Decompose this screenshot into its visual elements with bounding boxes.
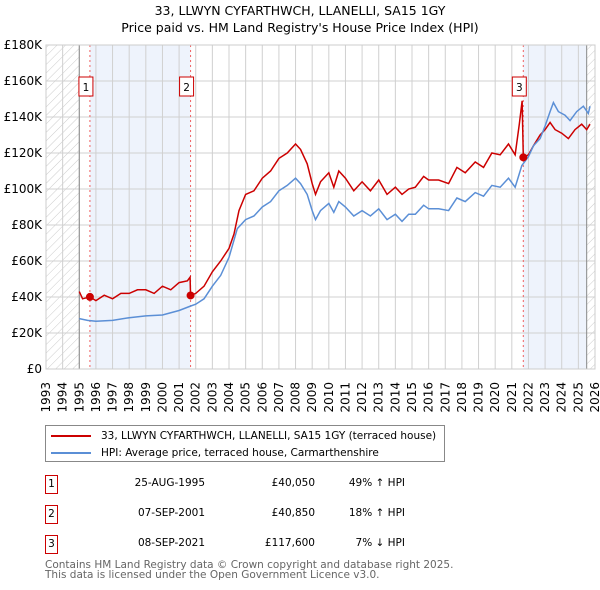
x-tick-label: 2005 bbox=[239, 382, 253, 413]
x-tick-label: 1997 bbox=[106, 382, 120, 413]
sale-point bbox=[85, 292, 94, 301]
x-tick-label: 2002 bbox=[189, 382, 203, 413]
y-tick-label: £100K bbox=[4, 182, 44, 196]
x-tick-label: 2011 bbox=[338, 382, 352, 413]
plot-border bbox=[45, 44, 596, 370]
sale-hpi-diff: 18% ↑ HPI bbox=[348, 507, 405, 519]
x-tick-label: 2020 bbox=[488, 382, 502, 413]
title-line-2: Price paid vs. HM Land Registry's House … bbox=[121, 20, 479, 35]
sale-hpi-diff: 49% ↑ HPI bbox=[348, 477, 405, 489]
x-tick-label: 2021 bbox=[505, 382, 519, 413]
sale-point bbox=[186, 291, 195, 300]
footer-line-2: This data is licensed under the Open Gov… bbox=[45, 569, 380, 581]
x-tick-label: 1998 bbox=[122, 382, 136, 413]
y-tick-label: £140K bbox=[4, 110, 44, 124]
sale-price: £40,050 bbox=[271, 477, 315, 489]
x-tick-label: 2016 bbox=[422, 382, 436, 413]
sale-badge: 3 bbox=[45, 535, 58, 554]
x-tick-label: 2017 bbox=[438, 382, 452, 413]
y-tick-label: £0 bbox=[27, 362, 42, 376]
x-tick-label: 2023 bbox=[538, 382, 552, 413]
x-tick-label: 1995 bbox=[72, 382, 86, 413]
price-chart: £0 £20K £40K £60K £80K £100K £120K £140K £160K £1… bbox=[4, 38, 600, 413]
x-tick-label: 2013 bbox=[372, 382, 386, 413]
x-tick-label: 2022 bbox=[521, 382, 535, 413]
chart-title: 33, LLWYN CYFARTHWCH, LLANELLI, SA15 1GY… bbox=[0, 2, 600, 36]
x-tick-label: 2008 bbox=[289, 382, 303, 413]
x-tick-label: 2018 bbox=[455, 382, 469, 413]
x-tick-label: 1999 bbox=[139, 382, 153, 413]
sale-point bbox=[519, 153, 528, 162]
x-tick-label: 1993 bbox=[39, 382, 53, 413]
sale-row: 2 07-SEP-2001 £40,850 18% ↑ HPI bbox=[45, 505, 405, 525]
shaded-region bbox=[89, 45, 191, 369]
sale-label-box bbox=[179, 76, 195, 97]
x-tick-label: 1996 bbox=[89, 382, 103, 413]
hatched-region bbox=[586, 45, 595, 369]
sale-hpi-diff: 7% ↓ HPI bbox=[355, 537, 405, 549]
hpi-line bbox=[79, 100, 591, 323]
x-tick-label: 2010 bbox=[322, 382, 336, 413]
sale-label: 2 bbox=[183, 82, 190, 94]
x-tick-label: 1994 bbox=[56, 382, 70, 413]
legend-label: HPI: Average price, terraced house, Carm… bbox=[101, 447, 379, 459]
x-tick-label: 2026 bbox=[588, 382, 600, 413]
sale-badge: 2 bbox=[45, 505, 58, 524]
sale-label-box bbox=[78, 76, 94, 97]
x-tick-label: 2003 bbox=[205, 382, 219, 413]
x-tick-label: 2000 bbox=[155, 382, 169, 413]
y-tick-label: £180K bbox=[4, 38, 44, 52]
x-tick-label: 2007 bbox=[272, 382, 286, 413]
x-tick-label: 2019 bbox=[472, 382, 486, 413]
sale-date: 07-SEP-2001 bbox=[137, 507, 205, 519]
x-tick-label: 2001 bbox=[172, 382, 186, 413]
sale-price: £117,600 bbox=[264, 537, 315, 549]
y-tick-label: £60K bbox=[11, 254, 43, 268]
red-line-swatch bbox=[51, 435, 91, 437]
x-tick-label: 2015 bbox=[405, 382, 419, 413]
footer: Contains HM Land Registry data © Crown c… bbox=[45, 559, 454, 581]
x-tick-label: 2006 bbox=[255, 382, 269, 413]
sale-label-box bbox=[511, 76, 527, 97]
x-tick-label: 2014 bbox=[388, 382, 402, 413]
sale-row: 1 25-AUG-1995 £40,050 49% ↑ HPI bbox=[45, 475, 405, 495]
sale-price: £40,850 bbox=[271, 507, 315, 519]
y-tick-label: £20K bbox=[11, 326, 43, 340]
sale-date: 08-SEP-2021 bbox=[137, 537, 205, 549]
y-tick-label: £160K bbox=[4, 74, 44, 88]
y-tick-label: £120K bbox=[4, 146, 44, 160]
sale-badge: 1 bbox=[45, 475, 58, 494]
x-tick-label: 2024 bbox=[555, 382, 569, 413]
y-tick-label: £40K bbox=[11, 290, 43, 304]
x-tick-label: 2025 bbox=[571, 382, 585, 413]
sale-label: 3 bbox=[516, 82, 523, 94]
legend: 33, LLWYN CYFARTHWCH, LLANELLI, SA15 1GY… bbox=[45, 425, 445, 462]
sale-date: 25-AUG-1995 bbox=[134, 477, 205, 489]
x-tick-label: 2004 bbox=[222, 382, 236, 413]
property-price-line bbox=[78, 100, 591, 302]
title-line-1: 33, LLWYN CYFARTHWCH, LLANELLI, SA15 1GY bbox=[154, 3, 446, 18]
legend-item-hpi: HPI: Average price, terraced house, Carm… bbox=[51, 446, 379, 460]
legend-item-property: 33, LLWYN CYFARTHWCH, LLANELLI, SA15 1GY… bbox=[51, 429, 436, 443]
shaded-region bbox=[523, 45, 587, 369]
legend-label: 33, LLWYN CYFARTHWCH, LLANELLI, SA15 1GY… bbox=[101, 430, 437, 442]
blue-line-swatch bbox=[51, 452, 91, 454]
x-tick-label: 2012 bbox=[355, 382, 369, 413]
footer-line-1: Contains HM Land Registry data © Crown c… bbox=[45, 559, 454, 571]
x-tick-label: 2009 bbox=[305, 382, 319, 413]
sale-label: 1 bbox=[83, 82, 90, 94]
sale-row: 3 08-SEP-2021 £117,600 7% ↓ HPI bbox=[45, 535, 405, 555]
y-tick-label: £80K bbox=[11, 218, 43, 232]
